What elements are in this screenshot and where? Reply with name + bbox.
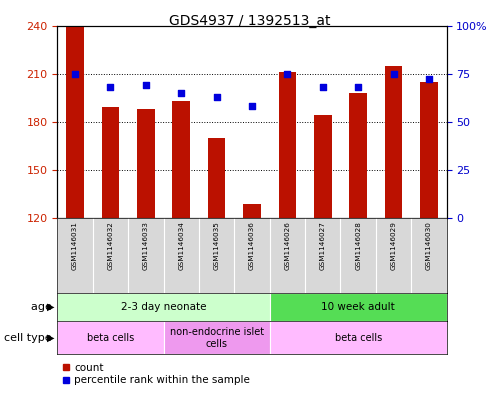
Text: non-endocrine islet
cells: non-endocrine islet cells [170,327,263,349]
Point [177,90,185,96]
Bar [102,107,119,218]
Bar [269,293,447,321]
Text: GDS4937 / 1392513_at: GDS4937 / 1392513_at [169,14,330,28]
Text: GSM1146036: GSM1146036 [249,221,255,270]
Bar [164,321,269,354]
Point [213,94,221,100]
Point [71,70,79,77]
Text: 10 week adult: 10 week adult [321,302,395,312]
Text: beta cells: beta cells [334,333,382,343]
Bar [243,204,261,218]
Text: GSM1146033: GSM1146033 [143,221,149,270]
Text: 2-3 day neonate: 2-3 day neonate [121,302,206,312]
Text: ▶: ▶ [47,333,55,343]
Point [248,103,256,110]
Bar [420,82,438,218]
Text: cell type: cell type [4,333,55,343]
Point [106,84,114,90]
Text: GSM1146032: GSM1146032 [107,221,113,270]
Text: GSM1146028: GSM1146028 [355,221,361,270]
Text: GSM1146031: GSM1146031 [72,221,78,270]
Text: GSM1146035: GSM1146035 [214,221,220,270]
Text: GSM1146027: GSM1146027 [320,221,326,270]
Bar [278,72,296,218]
Text: age: age [30,302,55,312]
Bar [314,116,332,218]
Point [425,76,433,83]
Bar [349,93,367,218]
Bar [137,109,155,218]
Point [142,82,150,88]
Bar [57,293,269,321]
Point [354,84,362,90]
Text: beta cells: beta cells [87,333,134,343]
Bar [57,321,164,354]
Text: GSM1146034: GSM1146034 [178,221,184,270]
Bar [208,138,226,218]
Text: GSM1146026: GSM1146026 [284,221,290,270]
Point [390,70,398,77]
Legend: count, percentile rank within the sample: count, percentile rank within the sample [62,363,250,386]
Bar [172,101,190,218]
Bar [66,26,84,218]
Bar [269,321,447,354]
Point [319,84,327,90]
Point [283,70,291,77]
Text: ▶: ▶ [47,302,55,312]
Bar [385,66,402,218]
Text: GSM1146029: GSM1146029 [391,221,397,270]
Text: GSM1146030: GSM1146030 [426,221,432,270]
